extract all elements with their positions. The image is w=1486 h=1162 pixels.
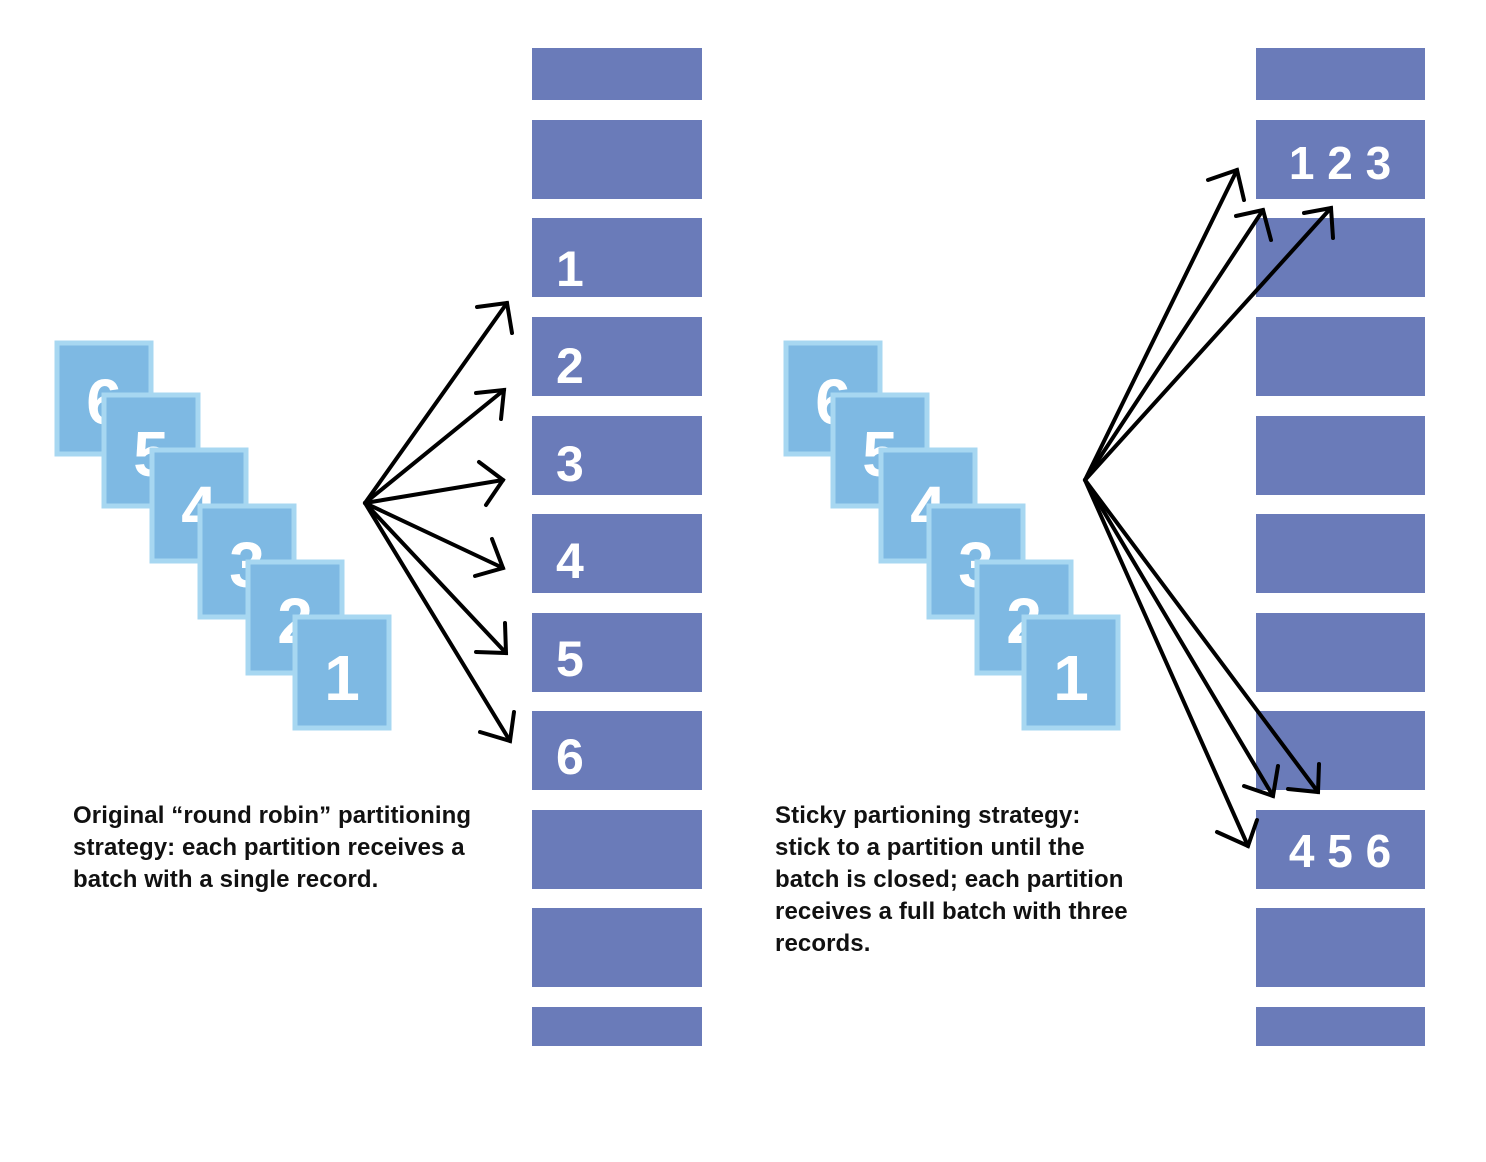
caption-line: stick to a partition until the [775, 834, 1085, 861]
partition-slot [1256, 317, 1425, 396]
caption-line: receives a full batch with three [775, 898, 1128, 925]
partition-slot: 4 [532, 514, 702, 593]
partition-slot: 5 [532, 613, 702, 692]
arrow-icon [363, 501, 516, 744]
sticky-arrows [1083, 167, 1335, 849]
svg-text:1: 1 [556, 241, 584, 297]
caption-line: Original “round robin” partitioning [73, 802, 472, 829]
partition-slot [1256, 416, 1425, 495]
record-card: 1 [292, 614, 392, 731]
sticky-record-stack: 6 5 4 3 2 1 [783, 340, 1121, 731]
round-robin-record-stack: 6 5 4 3 2 1 [54, 340, 392, 731]
arrow-icon [1083, 478, 1321, 795]
svg-text:1: 1 [324, 642, 360, 714]
caption-line: Sticky partioning strategy: [775, 802, 1081, 829]
partition-slot [532, 810, 702, 889]
arrow-icon [1083, 207, 1273, 482]
partition-slot [1256, 218, 1425, 297]
svg-text:1 2 3: 1 2 3 [1289, 137, 1391, 189]
round-robin-arrows [363, 300, 516, 744]
caption-line: batch with a single record. [73, 866, 379, 893]
partition-slot [1256, 48, 1425, 100]
arrow-icon [363, 300, 514, 505]
caption-line: strategy: each partition receives a [73, 834, 465, 861]
svg-text:5: 5 [556, 631, 584, 687]
sticky-svg: 1 2 3 4 5 6 6 5 4 3 2 1 [783, 48, 1425, 1046]
svg-text:2: 2 [556, 338, 584, 394]
partition-slot: 1 [532, 218, 702, 297]
partition-slot [1256, 711, 1425, 790]
sticky-caption: Sticky partioning strategy: stick to a p… [775, 800, 1128, 960]
partition-slot [1256, 908, 1425, 987]
round-robin-caption: Original “round robin” partitioning stra… [73, 800, 471, 896]
partition-slot: 3 [532, 416, 702, 495]
arrow-icon [1083, 478, 1259, 849]
svg-text:1: 1 [1053, 642, 1089, 714]
arrow-icon [363, 460, 506, 507]
partition-slot: 4 5 6 [1256, 810, 1425, 889]
partition-slot [1256, 1007, 1425, 1046]
caption-line: records. [775, 930, 871, 957]
record-card: 1 [1021, 614, 1121, 731]
arrow-icon [363, 501, 509, 656]
partition-slot [532, 120, 702, 199]
partition-slot: 1 2 3 [1256, 120, 1425, 199]
partition-slot [1256, 514, 1425, 593]
svg-text:6: 6 [556, 729, 584, 785]
partition-slot [532, 908, 702, 987]
partition-slot [1256, 613, 1425, 692]
sticky-diagram: 1 2 3 4 5 6 6 5 4 3 2 1 [743, 0, 1486, 1162]
partition-slot [532, 1007, 702, 1046]
svg-text:4: 4 [556, 533, 584, 589]
arrow-icon [1083, 478, 1280, 799]
svg-text:3: 3 [556, 436, 584, 492]
arrow-icon [1083, 205, 1335, 482]
round-robin-diagram: 1 2 3 4 5 6 6 5 4 3 2 1 Original [54, 48, 702, 1046]
svg-text:4 5 6: 4 5 6 [1289, 825, 1391, 877]
round-robin-partitions: 1 2 3 4 5 6 [532, 48, 702, 1046]
partition-slot: 6 [532, 711, 702, 790]
sticky-partitions: 1 2 3 4 5 6 [1256, 48, 1425, 1046]
arrow-icon [363, 501, 506, 578]
partition-slot: 2 [532, 317, 702, 396]
arrow-icon [1083, 167, 1246, 482]
arrow-icon [363, 387, 507, 505]
partition-slot [532, 48, 702, 100]
caption-line: batch is closed; each partition [775, 866, 1124, 893]
round-robin-svg: 1 2 3 4 5 6 6 5 4 3 2 1 [54, 48, 702, 1046]
